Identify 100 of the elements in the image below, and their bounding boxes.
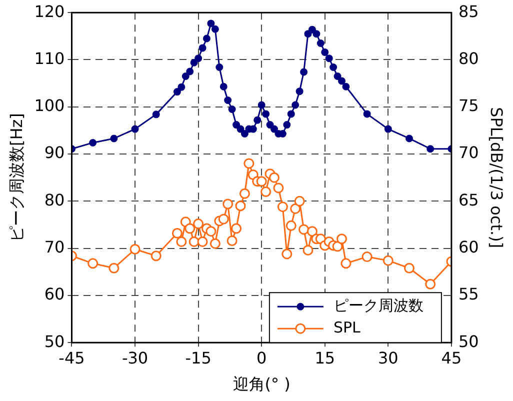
point xyxy=(172,228,182,238)
point xyxy=(308,26,316,34)
x-tick-label: -45 xyxy=(58,348,85,368)
point xyxy=(218,214,229,224)
point xyxy=(150,250,162,262)
point xyxy=(384,125,392,133)
point xyxy=(287,110,295,118)
y-tick-label: 70 xyxy=(44,237,65,256)
point xyxy=(226,236,238,246)
y-tick-label: 120 xyxy=(34,2,65,21)
y-tick-label: 50 xyxy=(44,332,65,351)
point xyxy=(340,258,352,269)
point xyxy=(206,226,216,237)
point xyxy=(282,248,292,260)
point xyxy=(294,196,305,206)
x-tick-label: 15 xyxy=(314,348,336,368)
x-tick-label: 45 xyxy=(441,348,462,368)
y2-axis-title: SPL[dB/(1/3 oct.)] xyxy=(487,107,506,248)
point xyxy=(298,224,310,235)
point xyxy=(207,20,215,28)
point xyxy=(236,125,244,133)
point xyxy=(131,125,139,133)
point xyxy=(152,110,160,118)
point xyxy=(325,54,333,62)
point xyxy=(338,77,346,85)
point xyxy=(286,220,296,231)
point xyxy=(321,48,329,56)
point xyxy=(231,223,242,234)
point xyxy=(182,72,190,80)
point xyxy=(186,68,194,76)
x-tick-label: 30 xyxy=(378,348,398,368)
point xyxy=(130,244,140,255)
point xyxy=(342,82,350,90)
point xyxy=(173,88,181,96)
point xyxy=(304,30,312,38)
point xyxy=(222,198,234,210)
x-tick-label: 0 xyxy=(256,348,267,368)
y2-tick-label: 55 xyxy=(458,284,479,304)
point xyxy=(190,58,198,66)
point xyxy=(362,252,372,262)
point xyxy=(211,25,219,33)
point xyxy=(260,186,272,197)
point xyxy=(306,226,318,237)
y-tick-label: 110 xyxy=(34,48,65,68)
point xyxy=(176,236,187,247)
x-tick-label: -30 xyxy=(122,348,148,368)
point xyxy=(336,234,347,244)
y-axis-title: ピーク周波数[Hz] xyxy=(6,113,26,242)
point xyxy=(197,236,208,247)
point xyxy=(202,34,210,42)
point xyxy=(235,200,246,212)
point xyxy=(290,203,301,214)
point xyxy=(292,101,300,109)
point xyxy=(232,121,240,129)
point xyxy=(273,182,284,194)
legend-label: SPL xyxy=(333,318,362,336)
point xyxy=(426,145,434,153)
point xyxy=(194,54,202,62)
y2-tick-label: 70 xyxy=(458,143,479,162)
point xyxy=(188,236,200,247)
point xyxy=(210,238,220,249)
y-tick-label: 60 xyxy=(44,284,65,304)
y-tick-label: 90 xyxy=(44,143,65,162)
x-tick-label: -15 xyxy=(185,348,212,368)
point xyxy=(224,96,232,104)
point xyxy=(404,262,414,274)
point xyxy=(334,72,342,80)
point xyxy=(216,64,224,72)
point xyxy=(270,125,278,133)
point xyxy=(89,138,97,146)
point xyxy=(283,121,291,129)
y2-tick-label: 80 xyxy=(458,48,479,68)
y2-tick-label: 60 xyxy=(458,237,479,256)
point xyxy=(406,134,413,142)
point xyxy=(240,130,248,138)
point xyxy=(244,158,254,169)
y2-tick-label: 85 xyxy=(458,2,479,21)
y-tick-label: 80 xyxy=(44,190,65,210)
point xyxy=(88,258,98,269)
point xyxy=(332,241,343,252)
point xyxy=(184,223,196,234)
point xyxy=(239,188,250,199)
point xyxy=(302,244,314,256)
point xyxy=(220,82,228,90)
y2-tick-label: 75 xyxy=(458,96,479,116)
point xyxy=(312,30,320,38)
point xyxy=(258,101,266,109)
point xyxy=(268,172,280,183)
legend-label: ピーク周波数 xyxy=(333,296,424,314)
point xyxy=(316,39,324,47)
point xyxy=(193,218,204,230)
y2-tick-label: 65 xyxy=(458,190,479,210)
point xyxy=(228,105,236,113)
point xyxy=(300,68,308,76)
point xyxy=(108,262,120,274)
point xyxy=(178,83,186,91)
point xyxy=(330,64,338,72)
point xyxy=(277,202,288,212)
point xyxy=(266,121,274,129)
point xyxy=(296,88,304,96)
